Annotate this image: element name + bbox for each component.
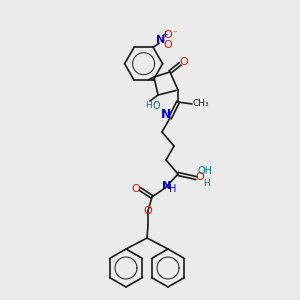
Text: O: O [132, 184, 140, 194]
Text: H: H [202, 178, 209, 188]
Text: O: O [196, 172, 204, 182]
Text: N: N [161, 109, 171, 122]
Text: O: O [180, 57, 188, 67]
Text: OH: OH [197, 166, 212, 176]
Text: O: O [152, 101, 160, 111]
Text: ⁻: ⁻ [173, 30, 178, 39]
Text: O: O [164, 40, 172, 50]
Text: N: N [157, 35, 166, 45]
Text: N: N [162, 181, 172, 191]
Text: +: + [161, 30, 167, 39]
Text: CH₃: CH₃ [193, 98, 209, 107]
Text: O: O [144, 206, 152, 216]
Text: O: O [164, 30, 172, 40]
Text: H: H [145, 101, 152, 110]
Text: H: H [169, 184, 177, 194]
